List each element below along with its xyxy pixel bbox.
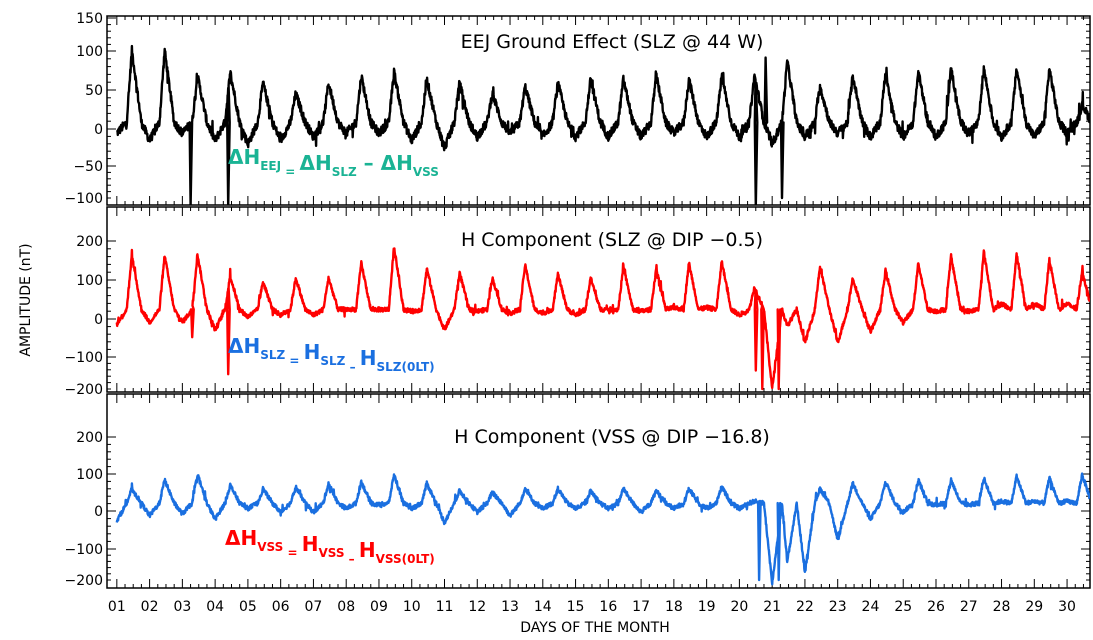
x-tick-label: 21 xyxy=(763,599,781,615)
x-tick-label: 13 xyxy=(501,599,519,615)
x-tick-label: 02 xyxy=(141,599,159,615)
y-tick-label: 0 xyxy=(94,312,103,328)
y-tick-label: 200 xyxy=(76,234,103,250)
x-tick-label: 16 xyxy=(599,599,617,615)
panel-frame xyxy=(106,15,1091,206)
x-tick-label: 28 xyxy=(993,599,1011,615)
x-tick-label: 25 xyxy=(894,599,912,615)
panel-title: H Component (VSS @ DIP −16.8) xyxy=(454,426,770,448)
y-tick-label: 100 xyxy=(76,44,103,60)
panel-title: EEJ Ground Effect (SLZ @ 44 W) xyxy=(461,31,764,53)
y-tick-label: 200 xyxy=(76,430,103,446)
panel-3: 200 100 0 −100 −200 H Component (VSS @ DIP −1… xyxy=(65,393,1091,589)
x-tick-label: 09 xyxy=(370,599,388,615)
x-tick-label: 19 xyxy=(698,599,716,615)
y-axis-label: AMPLITUDE (nT) xyxy=(18,243,34,356)
y-tick-label: −200 xyxy=(65,573,103,589)
x-tick-label: 18 xyxy=(665,599,683,615)
x-tick-label: 15 xyxy=(567,599,585,615)
x-tick-label: 06 xyxy=(272,599,290,615)
y-tick-label: −100 xyxy=(65,350,103,366)
y-tick-label: 100 xyxy=(76,273,103,289)
x-tick-label: 24 xyxy=(862,599,880,615)
y-tick-label: −50 xyxy=(73,159,103,175)
y-tick-label: 0 xyxy=(94,504,103,520)
x-tick-label: 23 xyxy=(829,599,847,615)
x-tick-label: 20 xyxy=(730,599,748,615)
x-tick-label: 22 xyxy=(796,599,814,615)
series-line xyxy=(115,472,1090,586)
x-tick-label: 26 xyxy=(927,599,945,615)
y-tick-label: −100 xyxy=(65,191,103,207)
x-tick-label: 08 xyxy=(337,599,355,615)
equation-annotation: ΔHVSS = HVSS – HVSS(0LT) xyxy=(225,526,435,566)
x-tick-label: 01 xyxy=(108,599,126,615)
x-tick-label: 03 xyxy=(173,599,191,615)
panel-2: 200 100 0 −100 −200 H Component (SLZ @ DIP −0… xyxy=(65,206,1091,398)
y-tick-label: 150 xyxy=(76,11,103,27)
x-tick-label: 04 xyxy=(206,599,224,615)
equation-annotation: ΔHSLZ = HSLZ – HSLZ(0LT) xyxy=(228,334,435,374)
x-tick-label: 10 xyxy=(403,599,421,615)
equation-annotation: ΔHEEJ = ΔHSLZ – ΔHVSS xyxy=(228,145,439,179)
series-line xyxy=(116,44,1090,205)
y-tick-label: −200 xyxy=(65,382,103,398)
x-tick-label: 14 xyxy=(534,599,552,615)
panel-title: H Component (SLZ @ DIP −0.5) xyxy=(461,229,763,251)
x-tick-label: 29 xyxy=(1025,599,1043,615)
y-tick-label: 50 xyxy=(85,83,103,99)
x-tick-label: 17 xyxy=(632,599,650,615)
panel-1: 150 100 50 0 −50 −100 EEJ Ground Effect (SLZ @… xyxy=(65,11,1091,207)
y-tick-label: 0 xyxy=(94,122,103,138)
y-tick-label: 100 xyxy=(76,467,103,483)
x-tick-label: 11 xyxy=(436,599,454,615)
x-axis-label: DAYS OF THE MONTH xyxy=(520,620,669,636)
x-tick-label: 12 xyxy=(468,599,486,615)
x-tick-label: 27 xyxy=(960,599,978,615)
panel-frame xyxy=(106,393,1091,589)
y-tick-label: −100 xyxy=(65,542,103,558)
series-line xyxy=(115,247,1090,391)
x-tick-label: 30 xyxy=(1058,599,1076,615)
x-tick-label: 05 xyxy=(239,599,257,615)
x-tick-label: 07 xyxy=(305,599,323,615)
